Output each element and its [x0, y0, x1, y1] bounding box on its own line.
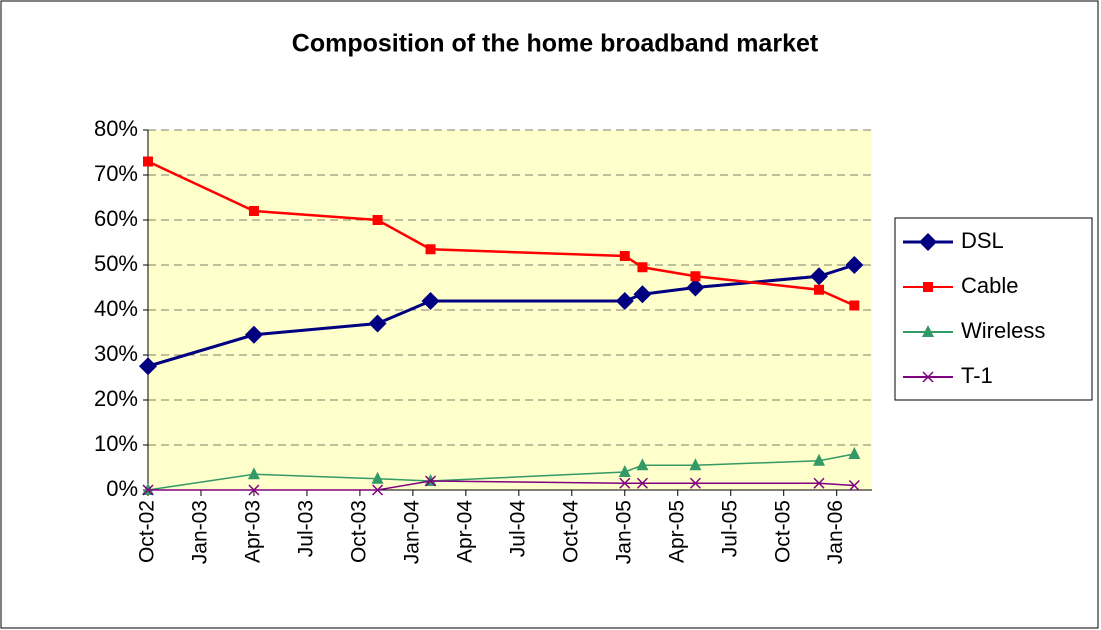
y-tick-label: 0%	[106, 476, 138, 501]
marker	[425, 475, 437, 487]
marker	[849, 300, 860, 311]
y-tick-label: 70%	[94, 161, 138, 186]
legend-label: Cable	[961, 273, 1018, 298]
marker	[139, 357, 157, 376]
legend-label: Wireless	[961, 318, 1045, 343]
x-tick-label: Apr-05	[665, 500, 688, 563]
marker	[619, 477, 631, 489]
x-tick-label: Jul-03	[294, 500, 317, 557]
marker	[686, 278, 705, 297]
x-tick-label: Oct-05	[771, 500, 794, 563]
marker	[810, 267, 829, 286]
legend-marker	[923, 282, 933, 292]
y-tick-label: 60%	[94, 206, 138, 231]
marker	[421, 292, 440, 310]
x-tick-label: Apr-04	[453, 500, 476, 563]
legend-label: T-1	[961, 363, 993, 388]
marker	[637, 262, 648, 273]
x-tick-label: Oct-02	[136, 500, 159, 563]
marker	[368, 314, 387, 333]
y-tick-label: 30%	[94, 341, 138, 366]
y-tick-label: 40%	[94, 296, 138, 321]
marker	[372, 215, 383, 225]
x-tick-label: Oct-03	[347, 500, 370, 563]
x-tick-label: Jan-05	[612, 500, 635, 564]
marker	[845, 256, 864, 274]
marker	[690, 271, 701, 282]
marker	[615, 292, 634, 310]
x-tick-label: Jan-03	[189, 500, 212, 564]
x-tick-label: Oct-04	[559, 500, 582, 563]
x-tick-label: Jan-04	[400, 500, 423, 565]
marker	[633, 285, 652, 304]
chart-title: Composition of the home broadband market	[292, 30, 819, 58]
legend-marker	[919, 233, 937, 251]
marker	[813, 477, 825, 489]
marker	[244, 325, 263, 344]
marker	[689, 477, 701, 489]
marker	[636, 477, 648, 489]
y-tick-label: 80%	[94, 116, 138, 141]
marker	[848, 479, 860, 492]
y-tick-label: 10%	[94, 431, 138, 456]
y-tick-label: 20%	[94, 386, 138, 411]
marker	[247, 467, 260, 480]
marker	[143, 156, 153, 167]
legend-marker	[922, 371, 934, 383]
marker	[618, 465, 631, 477]
marker	[372, 484, 384, 496]
x-tick-label: Jan-06	[824, 500, 847, 564]
marker	[142, 484, 154, 496]
marker	[813, 453, 826, 466]
y-tick-label: 50%	[94, 251, 138, 276]
marker	[425, 244, 436, 255]
marker	[371, 471, 384, 484]
x-tick-label: Apr-03	[241, 500, 264, 563]
marker	[248, 484, 260, 496]
legend-label: DSL	[961, 228, 1004, 253]
x-tick-label: Jul-05	[718, 500, 741, 557]
x-tick-label: Jul-04	[506, 500, 529, 558]
marker	[848, 447, 861, 459]
marker	[689, 458, 702, 471]
marker	[248, 206, 259, 216]
marker	[814, 284, 825, 295]
legend-marker	[922, 325, 934, 337]
marker	[619, 251, 630, 261]
marker	[636, 458, 649, 471]
